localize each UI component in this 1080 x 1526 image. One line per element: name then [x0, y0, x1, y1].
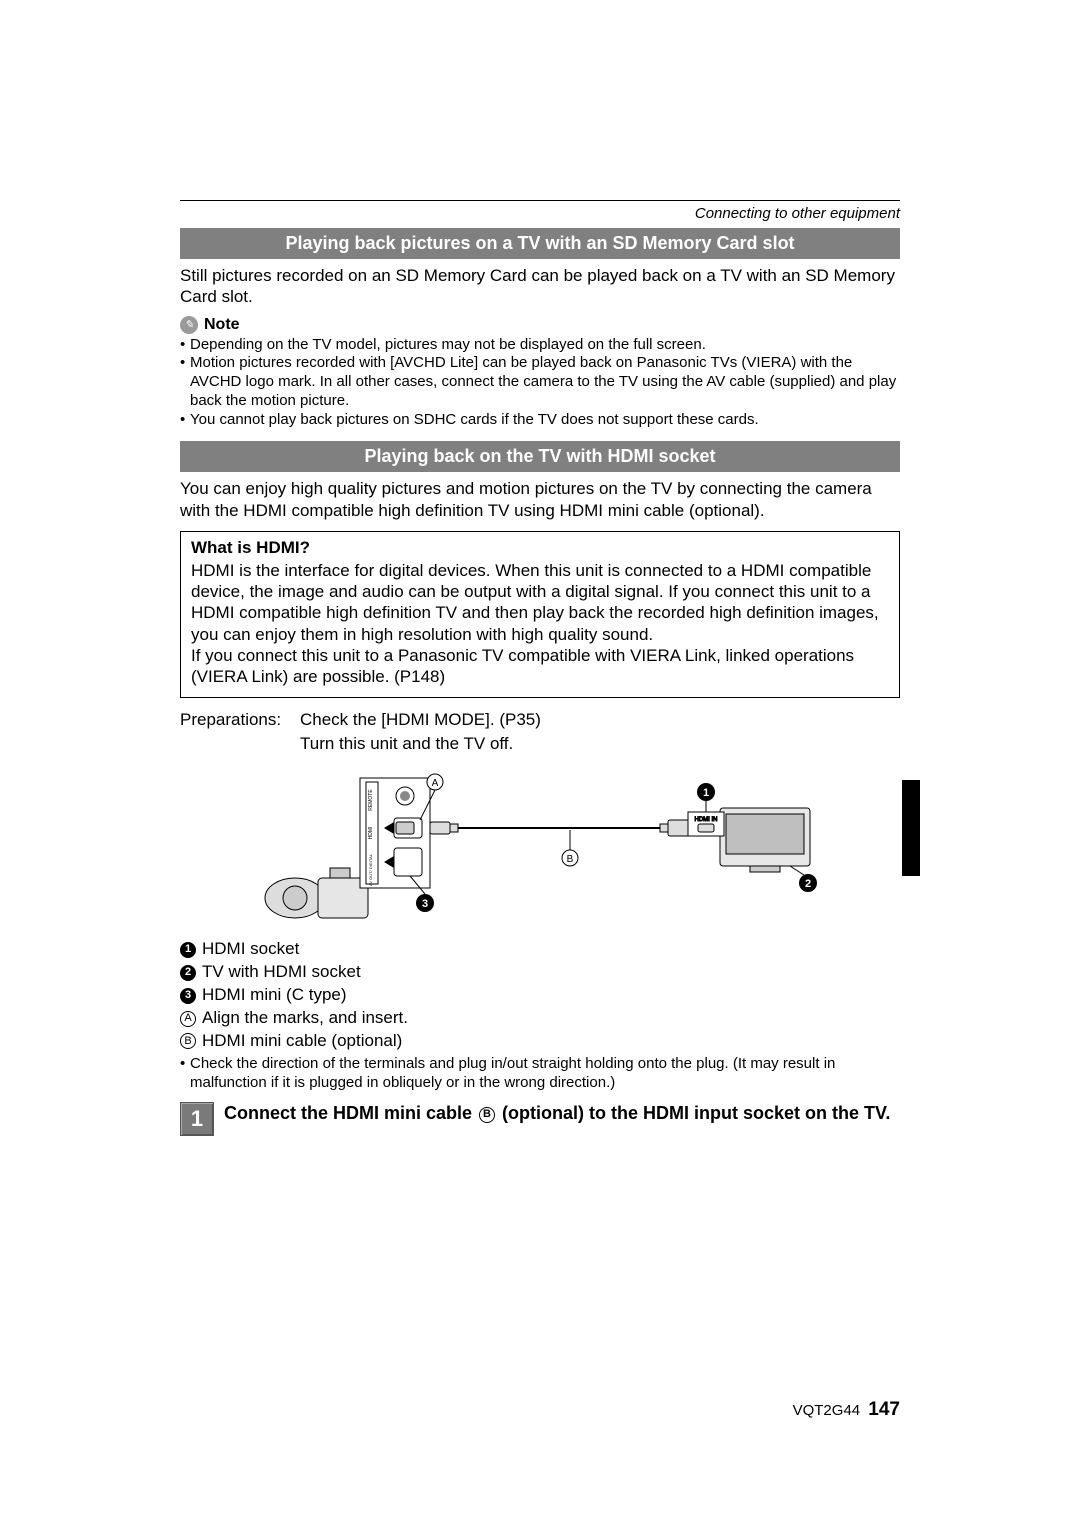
- prep-line-1: Check the [HDMI MODE]. (P35): [300, 710, 541, 730]
- port-label-hdmi: HDMI: [368, 827, 374, 840]
- section2-intro: You can enjoy high quality pictures and …: [180, 478, 900, 521]
- legend-num-3: 3: [180, 988, 196, 1004]
- step-1: 1 Connect the HDMI mini cable B (optiona…: [180, 1102, 900, 1136]
- section1-bullets: •Depending on the TV model, pictures may…: [180, 336, 900, 430]
- header-breadcrumb: Connecting to other equipment: [180, 205, 900, 222]
- legend-text-3: HDMI mini (C type): [202, 984, 347, 1007]
- marker-3: 3: [422, 898, 428, 910]
- footer-page-number: 147: [868, 1399, 900, 1420]
- hdmi-box-title: What is HDMI?: [191, 538, 889, 558]
- step1-pre: Connect the HDMI mini cable: [224, 1103, 477, 1123]
- legend-text-1: HDMI socket: [202, 938, 299, 961]
- section1-bullet-2: You cannot play back pictures on SDHC ca…: [190, 411, 900, 430]
- section1-bullet-1: Motion pictures recorded with [AVCHD Lit…: [190, 354, 900, 410]
- diagram-svg: REMOTE HDMI AV OUT/ DIGITAL A: [260, 768, 820, 928]
- note-row: ✎ Note: [180, 316, 900, 334]
- legend-text-B: HDMI mini cable (optional): [202, 1030, 402, 1053]
- note-icon: ✎: [180, 316, 198, 334]
- connection-diagram: REMOTE HDMI AV OUT/ DIGITAL A: [180, 768, 900, 928]
- section1-bullet-0: Depending on the TV model, pictures may …: [190, 336, 900, 355]
- step1-inline-letter: B: [479, 1107, 495, 1123]
- hdmi-box-body1: HDMI is the interface for digital device…: [191, 560, 889, 645]
- check-bullet-wrap: •Check the direction of the terminals an…: [180, 1055, 900, 1093]
- marker-1: 1: [703, 787, 709, 799]
- legend-text-A: Align the marks, and insert.: [202, 1007, 408, 1030]
- prep-label: Preparations:: [180, 710, 300, 730]
- port-label-remote: REMOTE: [368, 789, 374, 811]
- hdmi-info-box: What is HDMI? HDMI is the interface for …: [180, 531, 900, 699]
- header-rule: [180, 200, 900, 201]
- note-label: Note: [204, 316, 240, 334]
- hdmi-in-label: HDMI IN: [695, 817, 718, 823]
- check-bullet: Check the direction of the terminals and…: [190, 1055, 900, 1093]
- port-label-avout: AV OUT/ DIGITAL: [368, 853, 373, 886]
- legend-letter-A: A: [180, 1011, 196, 1027]
- prep-row-2: Turn this unit and the TV off.: [180, 734, 900, 754]
- marker-A: A: [432, 778, 439, 789]
- page-root: Connecting to other equipment Playing ba…: [0, 0, 1080, 1526]
- legend-num-2: 2: [180, 965, 196, 981]
- legend-text-2: TV with HDMI socket: [202, 961, 361, 984]
- hdmi-box-body2: If you connect this unit to a Panasonic …: [191, 645, 889, 688]
- marker-B: B: [567, 854, 574, 865]
- section2-banner: Playing back on the TV with HDMI socket: [180, 441, 900, 472]
- section1-banner: Playing back pictures on a TV with an SD…: [180, 228, 900, 259]
- marker-2: 2: [805, 878, 811, 890]
- legend-num-1: 1: [180, 942, 196, 958]
- step-1-text: Connect the HDMI mini cable B (optional)…: [224, 1102, 890, 1125]
- prep-line-2: Turn this unit and the TV off.: [300, 734, 513, 754]
- page-footer: VQT2G44 147: [793, 1399, 900, 1421]
- section1-intro: Still pictures recorded on an SD Memory …: [180, 265, 900, 308]
- step1-post: (optional) to the HDMI input socket on t…: [497, 1103, 890, 1123]
- step-badge-1: 1: [180, 1102, 214, 1136]
- legend-letter-B: B: [180, 1033, 196, 1049]
- thumb-tab: [902, 780, 920, 876]
- diagram-legend: 1 HDMI socket 2 TV with HDMI socket 3 HDMI …: [180, 938, 900, 1053]
- prep-row-1: Preparations: Check the [HDMI MODE]. (P3…: [180, 710, 900, 730]
- footer-code: VQT2G44: [793, 1402, 861, 1419]
